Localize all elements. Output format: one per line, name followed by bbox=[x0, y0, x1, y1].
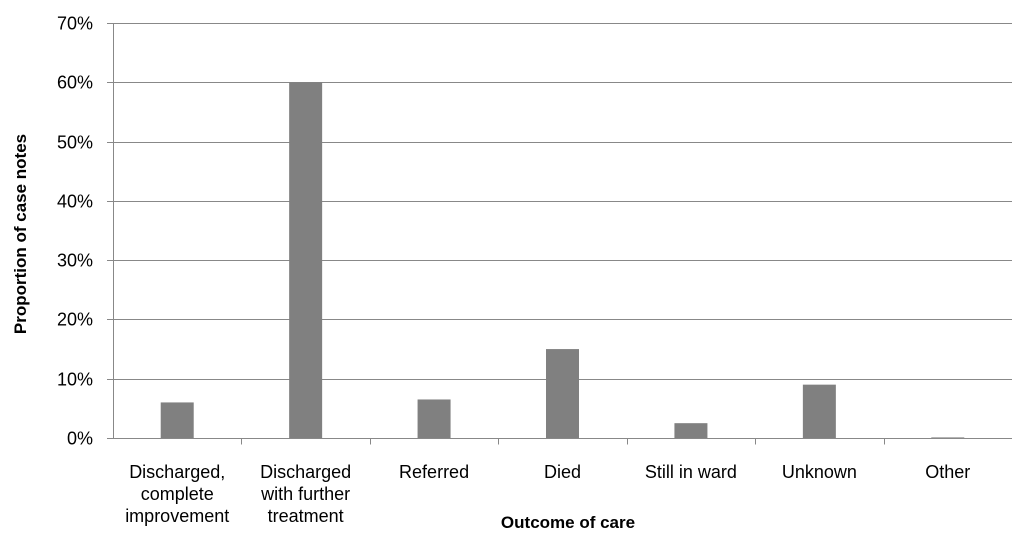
y-tick-label: 50% bbox=[57, 133, 93, 153]
bar bbox=[931, 437, 965, 438]
x-axis-title: Outcome of care bbox=[501, 513, 635, 532]
bar bbox=[289, 82, 323, 439]
y-tick-labels: 0% 10% 20% 30% 40% 50% 60% 70% bbox=[57, 14, 93, 449]
bar bbox=[802, 384, 836, 438]
axes bbox=[107, 23, 1012, 445]
y-tick-label: 60% bbox=[57, 73, 93, 93]
y-axis-title: Proportion of case notes bbox=[11, 134, 30, 334]
y-tick-label: 30% bbox=[57, 251, 93, 271]
bar bbox=[674, 423, 708, 438]
x-tick-label: Unknown bbox=[782, 462, 857, 482]
bar bbox=[546, 349, 579, 438]
x-tick-label: Died bbox=[544, 462, 581, 482]
y-tick-label: 40% bbox=[57, 192, 93, 212]
x-tick-label: Still in ward bbox=[645, 462, 737, 482]
bars bbox=[160, 82, 965, 439]
y-tick-label: 20% bbox=[57, 310, 93, 330]
y-tick-label: 70% bbox=[57, 14, 93, 34]
x-tick-label: Other bbox=[925, 462, 970, 482]
x-tick-label: Discharged, complete improvement bbox=[125, 462, 229, 526]
y-tick-label: 10% bbox=[57, 370, 93, 390]
x-tick-labels: Discharged, complete improvement Discharged… bbox=[125, 462, 970, 526]
gridlines bbox=[113, 23, 1012, 380]
y-tick-label: 0% bbox=[67, 429, 93, 449]
bar bbox=[160, 402, 194, 438]
x-tick-label: Discharged with further treatment bbox=[260, 462, 351, 526]
bar bbox=[417, 399, 451, 438]
x-tick-label: Referred bbox=[399, 462, 469, 482]
